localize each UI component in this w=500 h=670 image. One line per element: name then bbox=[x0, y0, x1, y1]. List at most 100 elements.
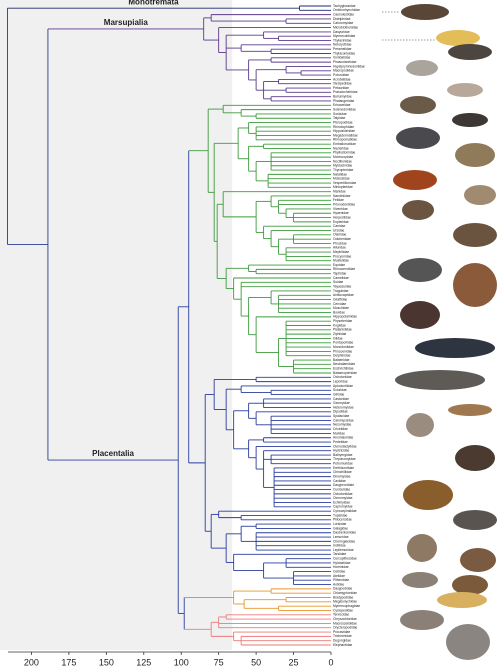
tip-label: Caviidae bbox=[333, 479, 346, 483]
tip-label: Tenrecidae bbox=[333, 613, 349, 617]
tip-label: Calomyscidae bbox=[333, 418, 354, 422]
tip-label: Didelphidae bbox=[333, 17, 351, 21]
tip-label: Erinaceidae bbox=[333, 103, 351, 107]
tip-label: Kogiidae bbox=[333, 323, 346, 327]
tip-label: Physeteridae bbox=[333, 319, 352, 323]
tip-label: Tragulidae bbox=[333, 289, 349, 293]
animal bbox=[406, 413, 434, 437]
animal bbox=[406, 60, 438, 76]
tip-label: Antilocapridae bbox=[333, 293, 354, 297]
animal bbox=[437, 592, 487, 608]
tip-label: Tapiridae bbox=[333, 272, 347, 276]
tip-label: Mephitidae bbox=[333, 250, 349, 254]
tip-label: Procyonidae bbox=[333, 254, 351, 258]
tip-label: Potoroidae bbox=[333, 73, 349, 77]
tip-label: Manidae bbox=[333, 190, 346, 194]
tip-label: Phyllostomidae bbox=[333, 151, 356, 155]
tip-label: Pontoporiidae bbox=[333, 341, 354, 345]
tip-label: Mystacinidae bbox=[333, 164, 352, 168]
tip-label: Ursidae bbox=[333, 228, 345, 232]
tip-label: Cuniculidae bbox=[333, 487, 350, 491]
tip-label: Cricetidae bbox=[333, 427, 348, 431]
animal bbox=[395, 370, 485, 390]
tip-label: Trichechidae bbox=[333, 634, 352, 638]
tip-label: Macropodidae bbox=[333, 69, 354, 73]
tick-label: 100 bbox=[174, 657, 189, 667]
tip-label: Cercopithecidae bbox=[333, 557, 357, 561]
tip-label: Herpestidae bbox=[333, 215, 351, 219]
tip-label: Anomaluridae bbox=[333, 436, 354, 440]
animal bbox=[453, 263, 497, 307]
tip-label: Thyropteridae bbox=[333, 168, 354, 172]
tip-label: Lorisidae bbox=[333, 522, 347, 526]
tip-label: Ctenomyidae bbox=[333, 496, 353, 500]
tip-label: Noctilionidae bbox=[333, 159, 352, 163]
tip-label: Gliridae bbox=[333, 392, 345, 396]
tip-label: Burramyidae bbox=[333, 95, 352, 99]
tip-label: Pitheciidae bbox=[333, 578, 349, 582]
tip-label: Acrobatidae bbox=[333, 77, 351, 81]
tip-label: Eupleridae bbox=[333, 220, 349, 224]
tip-label: Equidae bbox=[333, 263, 345, 267]
tip-label: Heteromyidae bbox=[333, 405, 354, 409]
tip-label: Hipposideridae bbox=[333, 129, 355, 133]
tip-label: Cyclopedidae bbox=[333, 608, 353, 612]
tip-label: Pseudocheiridae bbox=[333, 90, 358, 94]
tip-label: Dipodidae bbox=[333, 410, 348, 414]
tip-label: Castoridae bbox=[333, 397, 349, 401]
animal bbox=[447, 83, 483, 97]
tip-label: Thylacomyidae bbox=[333, 51, 355, 55]
tip-label: Dinomyidae bbox=[333, 474, 351, 478]
tip-label: Phascolarctidae bbox=[333, 60, 357, 64]
tip-label: Atelidae bbox=[333, 574, 345, 578]
tip-label: Aotidae bbox=[333, 582, 344, 586]
tip-label: Myrmecobiidae bbox=[333, 34, 356, 38]
animal bbox=[455, 143, 495, 167]
tip-label: Dasypodidae bbox=[333, 587, 352, 591]
tip-label: Miniopteridae bbox=[333, 185, 353, 189]
tip-label: Dasyuridae bbox=[333, 30, 350, 34]
tip-label: Ornithorhynchidae bbox=[333, 8, 360, 12]
animal bbox=[448, 44, 492, 60]
tip-label: Hypsiprymnodontidae bbox=[333, 64, 365, 68]
animal bbox=[400, 301, 440, 329]
tip-label: Felidae bbox=[333, 198, 344, 202]
animal bbox=[402, 200, 434, 220]
animal bbox=[401, 4, 449, 20]
tip-label: Solenodontidae bbox=[333, 107, 356, 111]
tip-label: Petromuridae bbox=[333, 462, 353, 466]
tip-label: Chrysochloridae bbox=[333, 617, 357, 621]
animal bbox=[398, 258, 442, 282]
animal bbox=[400, 610, 444, 630]
animal bbox=[415, 338, 495, 358]
tip-label: Indriidae bbox=[333, 544, 346, 548]
tip-label: Erethizontidae bbox=[333, 466, 354, 470]
tick-label: 125 bbox=[136, 657, 151, 667]
tip-label: Echimyidae bbox=[333, 500, 350, 504]
tip-label: Tarsipedidae bbox=[333, 82, 352, 86]
tick-label: 75 bbox=[214, 657, 224, 667]
tip-label: Iniidae bbox=[333, 336, 343, 340]
animal bbox=[452, 113, 488, 127]
tip-label: Bathyergidae bbox=[333, 453, 353, 457]
tip-label: Caenolestidae bbox=[333, 13, 354, 17]
tip-label: Rhinocerotidae bbox=[333, 267, 355, 271]
tip-label: Geomyidae bbox=[333, 401, 350, 405]
tip-label: Ziphiidae bbox=[333, 332, 347, 336]
tip-label: Hystricidae bbox=[333, 449, 349, 453]
animal bbox=[403, 480, 453, 510]
animal bbox=[453, 223, 497, 247]
tip-label: Rhinopomatidae bbox=[333, 138, 357, 142]
tip-label: Balaenidae bbox=[333, 358, 350, 362]
animal bbox=[407, 534, 437, 562]
time-axis: 200 175 150 125 100 75 50 25 0 bbox=[8, 651, 334, 667]
tip-label: Galagidae bbox=[333, 526, 348, 530]
tip-label: Hominidae bbox=[333, 565, 349, 569]
tip-label: Camelidae bbox=[333, 276, 349, 280]
tip-label: Hippopotamidae bbox=[333, 315, 357, 319]
tip-label: Procaviidae bbox=[333, 630, 350, 634]
tip-label: Moschidae bbox=[333, 306, 349, 310]
tip-label: Eschrichtiidae bbox=[333, 367, 354, 371]
tip-label: Nandiniidae bbox=[333, 194, 351, 198]
